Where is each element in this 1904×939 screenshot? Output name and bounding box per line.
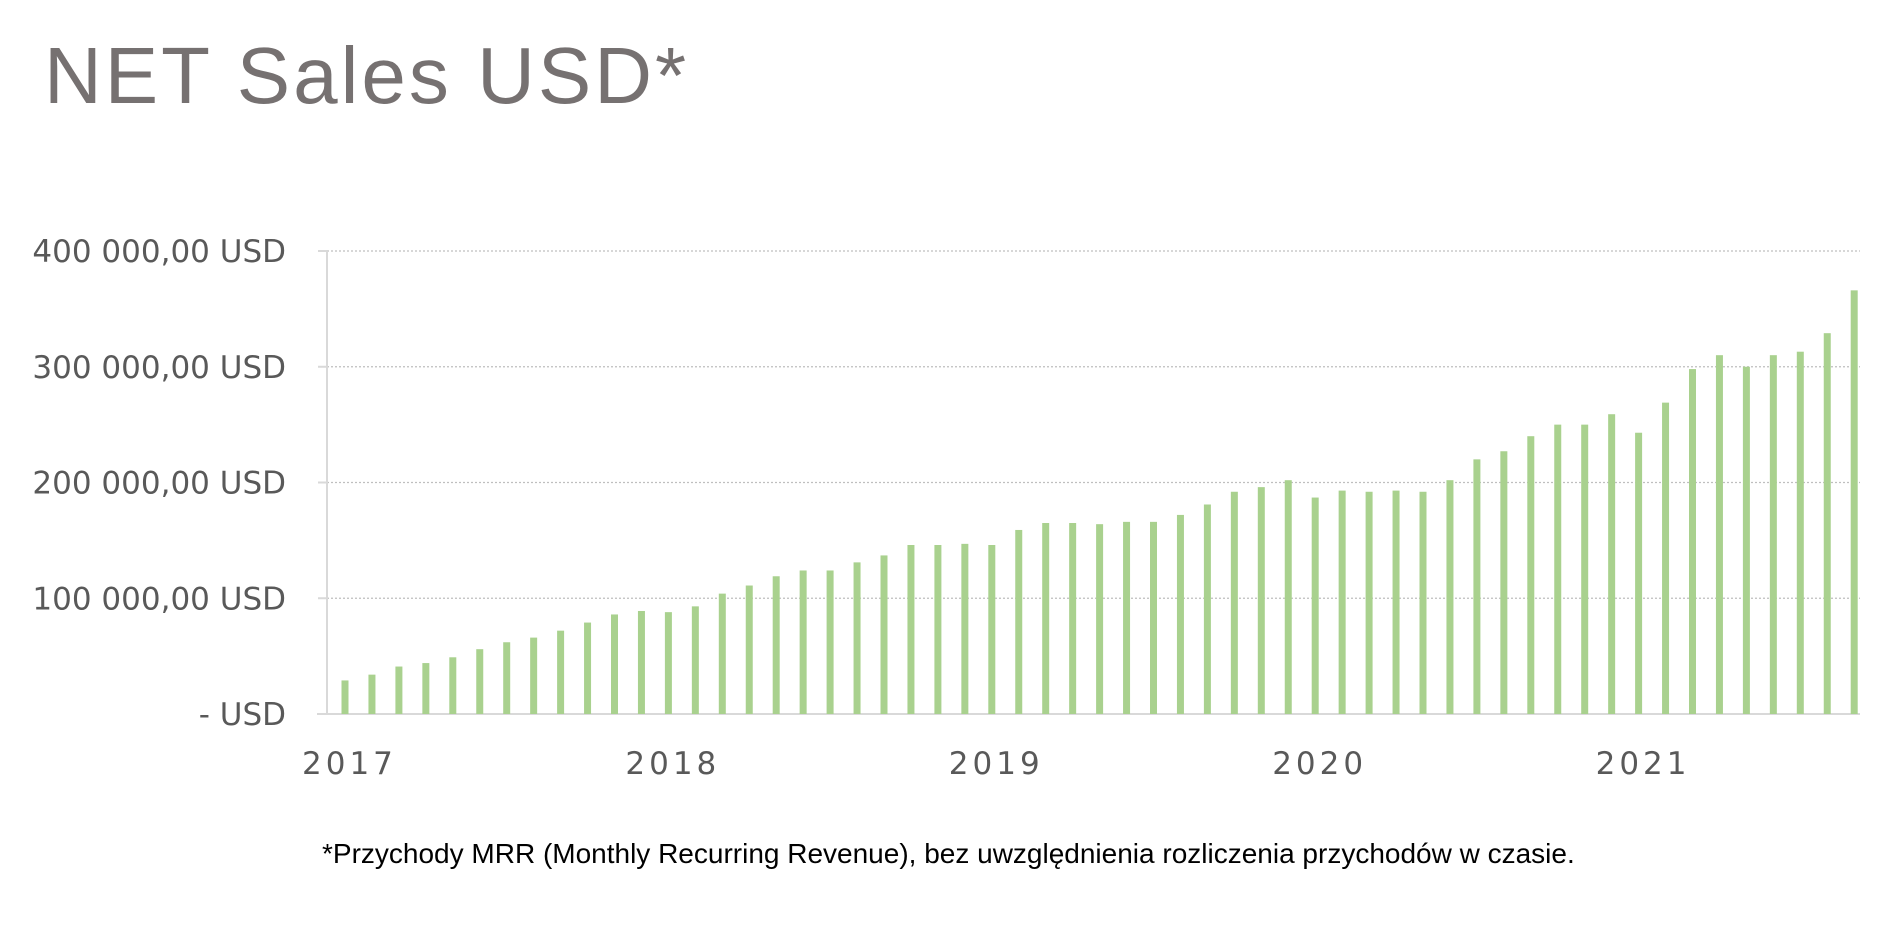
- bar: [1392, 490, 1400, 714]
- bar: [1796, 351, 1804, 714]
- bar: [503, 642, 511, 714]
- bar: [1554, 424, 1562, 715]
- bar: [1365, 491, 1373, 714]
- y-axis-tick-labels: - USD 100 000,00 USD 200 000,00 USD 300 000…: [32, 234, 286, 733]
- y-tick-label: 300 000,00 USD: [32, 350, 286, 386]
- bar: [826, 570, 834, 714]
- bar: [1635, 432, 1643, 714]
- x-axis-tick-labels: 2017 2018 2019 2020 2021: [302, 746, 1691, 782]
- chart-title: NET Sales USD*: [44, 31, 689, 120]
- bar: [1015, 529, 1023, 714]
- bar: [1850, 290, 1858, 714]
- bar: [1419, 491, 1427, 714]
- bar: [934, 545, 942, 714]
- bar: [341, 680, 349, 714]
- bar: [1742, 366, 1750, 714]
- bar: [1257, 487, 1265, 714]
- bar: [1284, 480, 1292, 714]
- bar: [1608, 414, 1616, 714]
- bar: [1150, 521, 1157, 714]
- footnote: *Przychody MRR (Monthly Recurring Revenu…: [322, 838, 1575, 869]
- bar: [1230, 491, 1238, 714]
- bar: [395, 666, 403, 714]
- bar: [530, 637, 538, 714]
- bar: [1446, 480, 1454, 714]
- bar: [1662, 402, 1670, 714]
- x-tick-label: 2021: [1596, 746, 1691, 782]
- gridlines: [317, 250, 1860, 715]
- bar: [1527, 436, 1535, 714]
- bar: [422, 663, 430, 714]
- bar: [1203, 504, 1211, 714]
- bar: [584, 622, 592, 714]
- bar: [988, 545, 996, 714]
- bar: [1581, 424, 1589, 715]
- bar: [1769, 355, 1777, 714]
- bar: [1311, 497, 1319, 714]
- x-tick-label: 2018: [625, 746, 720, 782]
- bar: [853, 562, 861, 714]
- bar: [476, 649, 484, 714]
- y-tick-label: 100 000,00 USD: [32, 581, 286, 617]
- y-tick-label: 200 000,00 USD: [32, 466, 286, 502]
- bar: [1715, 355, 1723, 714]
- bar: [368, 674, 376, 714]
- x-tick-label: 2017: [302, 746, 397, 782]
- bar: [961, 543, 969, 714]
- bar: [1473, 459, 1481, 714]
- y-tick-label: - USD: [199, 697, 286, 733]
- bar: [907, 545, 915, 714]
- y-tick-label: 400 000,00 USD: [32, 234, 286, 270]
- x-tick-label: 2019: [949, 746, 1044, 782]
- bar: [449, 657, 457, 714]
- bar-series: [341, 290, 1858, 715]
- bar: [611, 614, 618, 714]
- x-tick-label: 2020: [1272, 746, 1367, 782]
- bar: [799, 570, 807, 714]
- bar: [691, 606, 699, 714]
- bar: [1123, 521, 1131, 714]
- bar: [718, 593, 726, 714]
- bar: [1069, 523, 1077, 714]
- bar: [1176, 514, 1184, 714]
- bar: [772, 576, 780, 714]
- bar: [1689, 369, 1696, 714]
- bar: [637, 610, 645, 714]
- bar: [1823, 333, 1831, 714]
- bar: [1042, 523, 1050, 714]
- bar: [1500, 451, 1508, 714]
- bar: [880, 555, 888, 714]
- bar: [745, 585, 753, 714]
- bar: [557, 630, 565, 714]
- bar: [1338, 490, 1346, 714]
- bar: [1096, 524, 1104, 714]
- bar: [664, 612, 672, 714]
